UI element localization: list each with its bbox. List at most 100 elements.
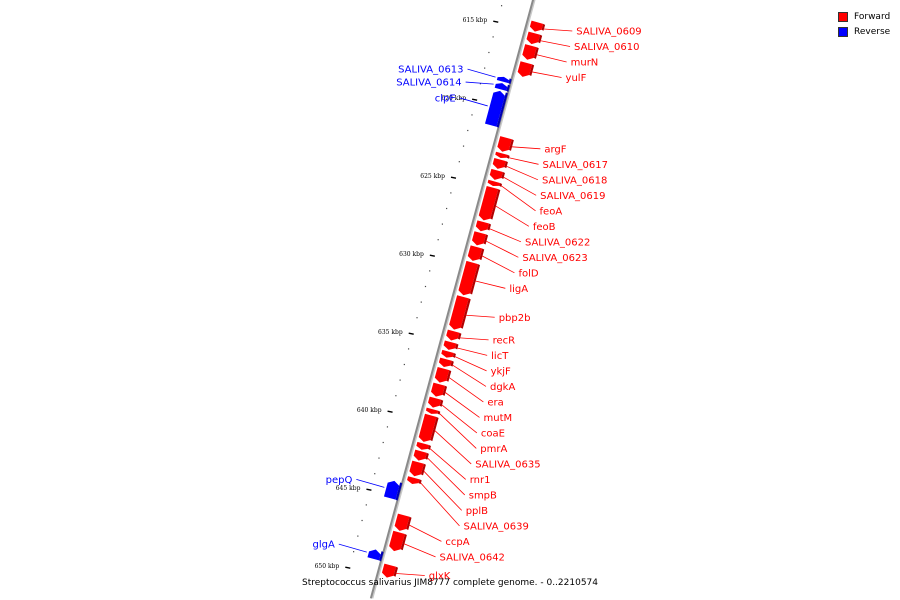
gene-body — [443, 340, 457, 350]
gene-facet — [460, 298, 471, 329]
gene-folD — [467, 245, 485, 261]
gene-facet — [490, 189, 501, 220]
gene-glxK — [381, 563, 399, 578]
gene-facet — [541, 23, 546, 31]
gene-facet — [430, 416, 439, 442]
major-tick — [471, 98, 478, 101]
major-tick — [493, 20, 499, 23]
leader-line — [466, 314, 495, 318]
gene-coaE — [428, 396, 444, 408]
gene-pmrA — [425, 407, 441, 415]
minor-tick — [450, 192, 452, 194]
gene-label-argF: argF — [544, 144, 566, 155]
gene-SALIVA_0617 — [495, 151, 510, 159]
gene-facet — [421, 463, 426, 476]
gene-body — [389, 530, 405, 552]
gene-body — [496, 76, 510, 84]
gene-label-rnr1: rnr1 — [470, 475, 491, 486]
gene-era — [434, 367, 452, 383]
gene-label-feoB: feoB — [533, 222, 556, 233]
gene-body — [492, 157, 506, 169]
leader-line — [396, 573, 425, 576]
gene-dgkA — [438, 357, 454, 368]
gene-body — [449, 295, 469, 330]
gene-pepQ — [383, 480, 403, 501]
gene-body — [489, 168, 503, 180]
gene-label-pplB: pplB — [466, 506, 488, 517]
minor-tick — [378, 457, 380, 459]
gene-label-glgA: glgA — [312, 540, 334, 551]
gene-facet — [479, 248, 485, 261]
major-tick — [408, 332, 414, 335]
minor-tick — [399, 379, 401, 381]
gene-body — [381, 563, 397, 578]
gene-label-SALIVA_0639: SALIVA_0639 — [463, 521, 528, 532]
minor-tick — [386, 426, 389, 428]
gene-facet — [533, 47, 539, 59]
gene-body — [517, 61, 533, 77]
leader-line — [543, 28, 573, 32]
gene-label-murN: murN — [571, 58, 599, 69]
gene-label-SALIVA_0609: SALIVA_0609 — [576, 27, 641, 38]
gene-body — [407, 476, 420, 485]
gene-smpB — [413, 449, 429, 461]
minor-tick — [374, 473, 376, 475]
minor-tick — [471, 114, 473, 116]
gene-body — [434, 367, 450, 383]
gene-licT — [443, 340, 459, 350]
minor-tick — [424, 285, 427, 288]
tick-label: 630 kbp — [399, 251, 424, 258]
minor-tick — [353, 551, 355, 553]
leader-line — [449, 377, 484, 403]
minor-tick — [484, 67, 486, 69]
minor-tick — [500, 5, 503, 7]
leader-line — [459, 97, 488, 107]
gene-murN — [522, 44, 539, 60]
minor-tick — [361, 519, 363, 522]
gene-facet — [529, 64, 535, 77]
minor-tick — [420, 301, 422, 303]
gene-label-pmrA: pmrA — [480, 444, 507, 455]
leader-line — [501, 185, 536, 212]
major-tick — [366, 488, 372, 491]
leader-line — [460, 337, 489, 341]
gene-SALIVA_0609 — [529, 20, 546, 32]
gene-label-SALIVA_0619: SALIVA_0619 — [540, 191, 605, 202]
leader-line — [536, 54, 567, 63]
backbone-shadow — [371, 0, 536, 599]
tick-label: 650 kbp — [315, 563, 340, 570]
minor-tick — [446, 207, 448, 210]
gene-label-SALIVA_0610: SALIVA_0610 — [574, 42, 639, 53]
leader-line — [489, 228, 522, 243]
gene-label-SALIVA_0642: SALIVA_0642 — [440, 552, 505, 563]
minor-tick — [458, 161, 460, 163]
gene-facet — [425, 452, 429, 460]
gene-body — [428, 396, 442, 408]
gene-body — [413, 449, 427, 461]
minor-tick — [344, 582, 346, 584]
leader-line — [486, 240, 519, 258]
gene-facet — [504, 161, 508, 169]
gene-body — [367, 549, 381, 561]
gene-label-feoA: feoA — [540, 206, 563, 217]
gene-body — [438, 357, 452, 368]
minor-tick — [357, 535, 359, 537]
gene-body — [394, 513, 410, 531]
gene-facet — [483, 234, 489, 245]
gene-facet — [395, 482, 403, 501]
gene-clpE — [484, 90, 508, 128]
gene-label-era: era — [487, 397, 503, 408]
backbone-line — [369, 0, 535, 599]
leader-line — [434, 430, 472, 465]
minor-tick — [365, 504, 367, 506]
gene-label-pbp2b: pbp2b — [499, 313, 531, 324]
leader-line — [423, 471, 462, 511]
minor-tick — [467, 129, 469, 132]
gene-facet — [450, 360, 454, 367]
gene-body — [425, 407, 439, 414]
tick-label: 620 kbp — [441, 95, 466, 102]
leader-line — [409, 524, 442, 542]
gene-label-ykjF: ykjF — [491, 366, 511, 377]
gene-label-folD: folD — [518, 268, 538, 279]
